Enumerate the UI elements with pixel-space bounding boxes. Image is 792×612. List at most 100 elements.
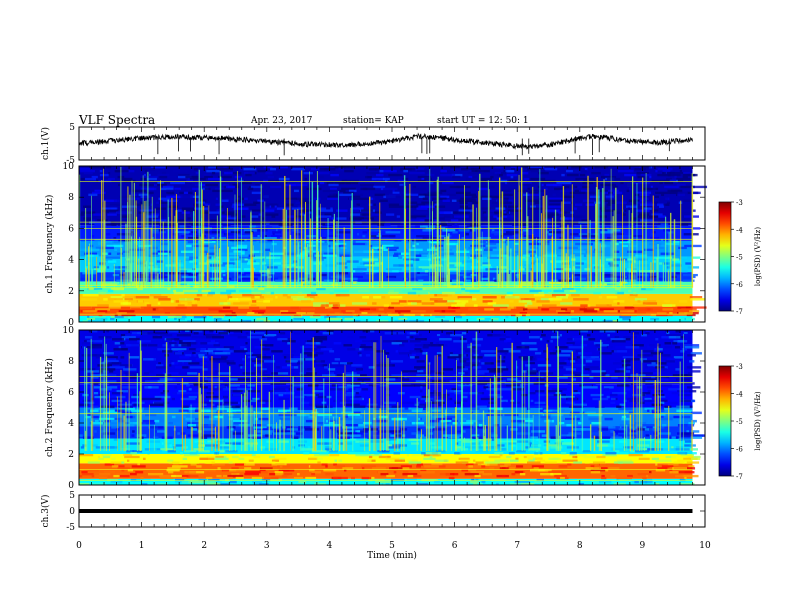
spectrogram-texture: [504, 352, 508, 355]
spectrogram-texture: [683, 332, 688, 335]
spectrogram-texture: [271, 463, 287, 466]
spectrogram-texture: [316, 207, 327, 210]
spectrogram-texture: [595, 304, 609, 307]
spectrogram-texture: [281, 340, 289, 343]
spectrogram-texture: [657, 467, 668, 470]
spectrogram-texture: [202, 293, 213, 297]
spectrogram-texture: [88, 287, 94, 291]
spectrogram-texture: [81, 472, 94, 476]
spectrogram-texture: [244, 463, 255, 466]
spectrogram-texture: [591, 432, 598, 435]
spectrogram-texture: [195, 171, 199, 175]
spectrogram-texture: [600, 344, 609, 347]
spectrogram-texture: [175, 474, 191, 478]
spectrogram-texture: [541, 308, 550, 311]
spectrogram-texture: [651, 362, 656, 365]
spectrogram-texture: [651, 403, 663, 406]
spectrogram-texture: [435, 342, 440, 345]
spectrogram-texture: [222, 317, 234, 321]
spectrogram-texture: [424, 219, 434, 222]
spectrogram-texture: [447, 356, 462, 359]
spectrogram-texture: [567, 463, 572, 466]
spectrogram-texture: [591, 171, 601, 175]
spectrogram-texture: [269, 390, 274, 393]
spectrogram-texture: [291, 207, 304, 210]
spectrogram-texture: [234, 378, 250, 381]
spectrogram-texture: [548, 197, 564, 200]
spectrogram-texture: [481, 463, 490, 466]
spectrogram-texture: [689, 310, 700, 313]
spectrogram-texture: [193, 315, 207, 319]
spectrogram-texture: [207, 368, 220, 371]
spectrogram-texture: [177, 350, 184, 353]
spectrogram-texture: [352, 268, 367, 271]
spectrogram-texture: [416, 242, 419, 246]
spectrogram-texture: [516, 432, 531, 435]
spectrogram-texture: [494, 233, 503, 236]
spectrogram-texture: [641, 166, 649, 169]
spectrogram-texture: [492, 277, 496, 280]
spectrogram-texture: [265, 213, 279, 216]
spectrogram-texture: [160, 242, 169, 246]
spectrogram-texture: [308, 211, 312, 214]
spectrogram-texture: [689, 360, 695, 363]
spectrogram-texture: [168, 342, 177, 345]
spectrogram-texture: [645, 382, 654, 385]
spectrogram-texture: [216, 386, 227, 389]
spectrogram-texture: [80, 238, 87, 242]
spectrogram-texture: [455, 461, 469, 464]
spectrogram-texture: [204, 461, 212, 464]
spectrogram-texture: [637, 308, 653, 311]
spectrogram-texture: [250, 304, 257, 307]
spectrogram-texture: [208, 291, 215, 295]
spectrogram-texture: [231, 246, 247, 250]
spectrogram-texture: [179, 461, 196, 464]
spectrogram-texture: [552, 350, 562, 353]
spectrogram-texture: [265, 171, 273, 175]
spectrogram-texture: [440, 173, 456, 177]
spectrogram-texture: [503, 356, 506, 359]
spectrogram-texture: [181, 476, 187, 480]
spectrogram-texture: [620, 181, 624, 185]
spectrogram-texture: [537, 185, 541, 189]
spectrogram-texture: [305, 476, 317, 480]
spectrogram-texture: [121, 215, 129, 218]
spectrogram-texture: [589, 223, 598, 226]
spectrogram-texture: [608, 346, 614, 349]
spectrogram-texture: [257, 356, 271, 359]
spectrogram-texture: [625, 181, 635, 185]
spectrogram-texture: [225, 313, 237, 317]
spectrogram-texture: [211, 171, 216, 175]
spectrogram-texture: [188, 273, 198, 277]
spectrogram-texture: [583, 352, 592, 355]
spectrogram-texture: [313, 302, 329, 305]
spectrogram-texture: [260, 209, 275, 212]
spectrogram-texture: [590, 471, 601, 474]
spectrogram-texture: [374, 211, 382, 214]
spectrogram-texture: [181, 275, 196, 279]
spectrogram-texture: [479, 482, 483, 486]
spectrogram-texture: [142, 419, 155, 423]
spectrogram-texture: [470, 440, 476, 443]
spectrogram-texture: [298, 444, 305, 447]
spectrogram-texture: [347, 472, 359, 476]
spectrogram-texture: [258, 240, 273, 244]
spectrogram-texture: [687, 266, 700, 269]
spectrogram-texture: [287, 215, 297, 218]
spectrogram-texture: [426, 173, 435, 177]
spectrogram-texture: [114, 409, 125, 413]
spectrogram-texture: [243, 167, 257, 171]
spectrogram-texture: [360, 187, 376, 191]
spectrogram-texture: [620, 289, 630, 293]
spectrogram-texture: [683, 233, 699, 236]
spectrogram-texture: [297, 298, 308, 301]
spectrogram-texture: [215, 203, 222, 206]
spectrogram-texture: [430, 240, 440, 244]
spectrogram-texture: [407, 277, 417, 280]
spectrogram-texture: [148, 254, 159, 257]
spectrogram-texture: [86, 340, 103, 343]
spectrogram-texture: [528, 392, 536, 395]
spectrogram-texture: [227, 252, 242, 255]
spectrogram-texture: [337, 432, 354, 435]
spectrogram-texture: [569, 233, 579, 236]
